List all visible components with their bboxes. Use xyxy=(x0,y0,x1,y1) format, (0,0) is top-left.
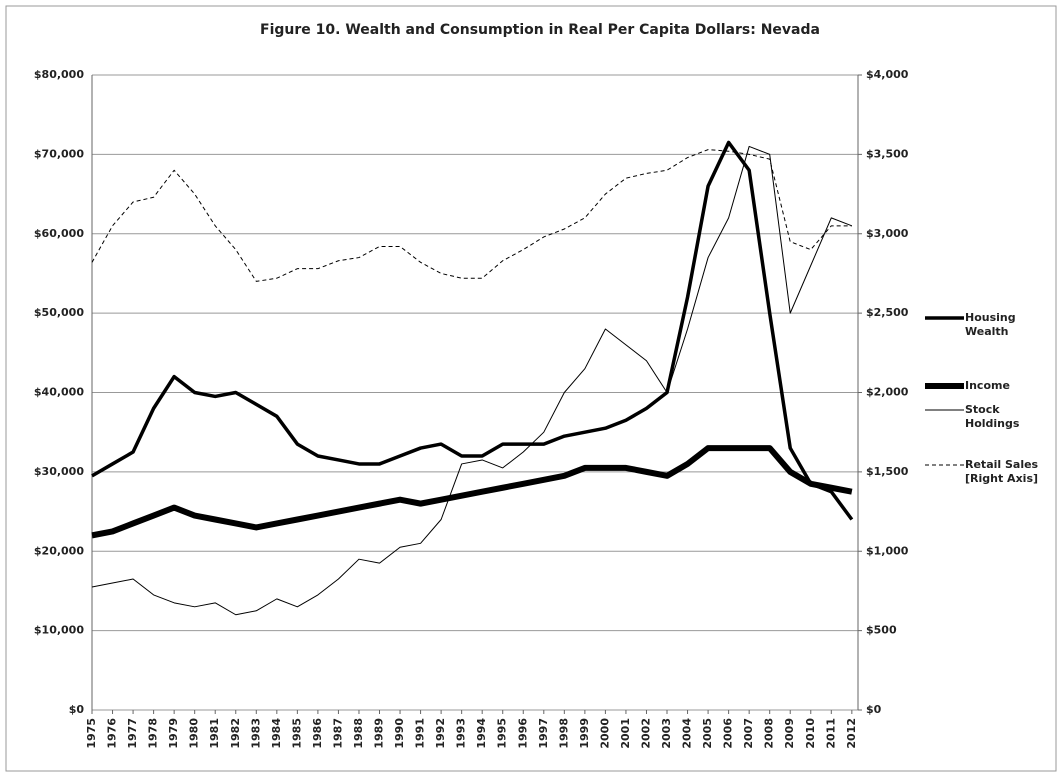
y2-tick-label: $3,000 xyxy=(866,227,909,240)
x-tick-label: 1999 xyxy=(578,718,591,749)
series-line xyxy=(91,145,853,616)
legend-label: Stock Holdings xyxy=(965,403,1020,430)
x-tick-label: 1980 xyxy=(188,718,201,749)
x-tick-label: 2007 xyxy=(742,718,755,749)
x-tick-label: 1994 xyxy=(475,718,488,749)
x-tick-label: 1982 xyxy=(229,718,242,749)
y-tick-label: $50,000 xyxy=(34,306,84,319)
y2-tick-label: $1,500 xyxy=(866,465,909,478)
y-tick-label: $0 xyxy=(69,703,85,716)
x-tick-label: 1978 xyxy=(147,718,160,749)
series-line xyxy=(91,149,852,282)
x-tick-label: 2010 xyxy=(804,718,817,749)
x-tick-label: 1979 xyxy=(167,718,180,749)
chart-title: Figure 10. Wealth and Consumption in Rea… xyxy=(260,22,820,38)
y-tick-label: $20,000 xyxy=(34,544,84,557)
x-tick-label: 1983 xyxy=(249,718,262,749)
x-tick-label: 1985 xyxy=(290,718,303,749)
frame xyxy=(5,5,1057,772)
y-tick-label: $10,000 xyxy=(34,624,84,637)
x-tick-label: 1993 xyxy=(455,718,468,749)
x-tick-label: 2001 xyxy=(619,718,632,749)
x-tick-label: 2012 xyxy=(845,718,858,749)
y-tick-label: $70,000 xyxy=(34,147,84,160)
x-tick-label: 2004 xyxy=(681,718,694,749)
y-tick-label: $60,000 xyxy=(34,227,84,240)
x-tick-label: 2000 xyxy=(598,718,611,749)
x-tick-label: 2005 xyxy=(701,718,714,749)
series-line xyxy=(91,140,854,521)
y2-tick-label: $2,500 xyxy=(866,306,909,319)
x-tick-label: 1988 xyxy=(352,718,365,749)
y2-tick-label: $3,500 xyxy=(866,147,909,160)
x-tick-label: 1981 xyxy=(208,718,221,749)
legend-label: Retail Sales [Right Axis] xyxy=(965,458,1039,485)
x-tick-label: 1996 xyxy=(516,718,529,749)
y2-tick-label: $1,000 xyxy=(866,544,909,557)
x-tick-label: 1977 xyxy=(126,718,139,749)
y2-tick-label: $4,000 xyxy=(866,68,909,81)
x-tick-label: 1990 xyxy=(393,718,406,749)
x-tick-label: 1987 xyxy=(331,718,344,749)
x-tick-label: 1991 xyxy=(414,718,427,749)
legend-label: Housing Wealth xyxy=(965,311,1016,338)
x-tick-label: 2009 xyxy=(783,718,796,749)
y-tick-label: $40,000 xyxy=(34,386,84,399)
x-tick-label: 2008 xyxy=(763,718,776,749)
y2-tick-label: $2,000 xyxy=(866,386,909,399)
y2-tick-label: $500 xyxy=(866,624,897,637)
x-tick-label: 1976 xyxy=(106,718,119,749)
x-tick-label: 1998 xyxy=(557,718,570,749)
x-tick-label: 1989 xyxy=(373,718,386,749)
y-tick-label: $30,000 xyxy=(34,465,84,478)
x-tick-label: 2002 xyxy=(639,718,652,749)
x-tick-label: 1992 xyxy=(434,718,447,749)
x-tick-label: 1995 xyxy=(496,718,509,749)
x-tick-label: 2006 xyxy=(722,718,735,749)
y-tick-label: $80,000 xyxy=(34,68,84,81)
series-line xyxy=(91,445,853,539)
x-tick-label: 1986 xyxy=(311,718,324,749)
x-tick-label: 1975 xyxy=(85,718,98,749)
x-tick-label: 1984 xyxy=(270,718,283,749)
legend-label: Income xyxy=(965,379,1010,392)
x-tick-label: 2003 xyxy=(660,718,673,749)
y2-tick-label: $0 xyxy=(866,703,882,716)
x-tick-label: 2011 xyxy=(824,718,837,749)
x-tick-label: 1997 xyxy=(537,718,550,749)
